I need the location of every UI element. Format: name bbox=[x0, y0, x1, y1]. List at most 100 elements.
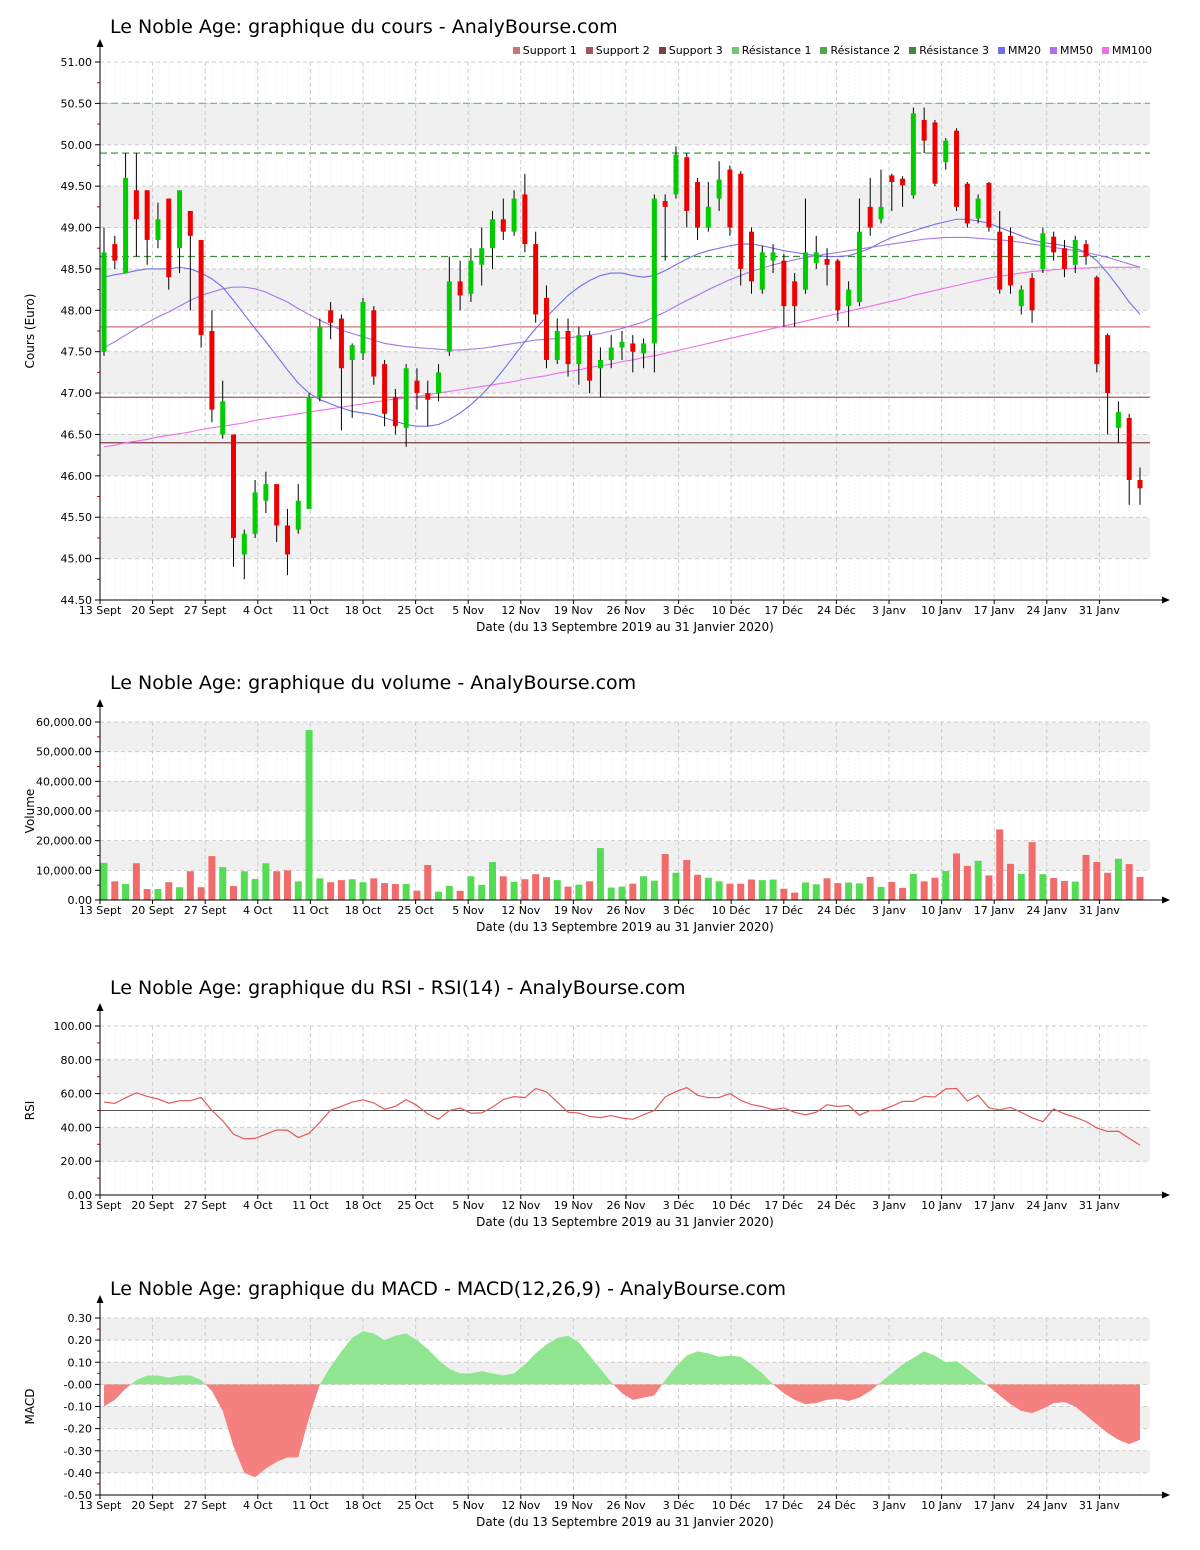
svg-text:44.50: 44.50 bbox=[61, 594, 93, 607]
svg-text:47.50: 47.50 bbox=[61, 346, 93, 359]
svg-text:31 Janv: 31 Janv bbox=[1079, 1199, 1120, 1212]
legend-label: Résistance 2 bbox=[830, 44, 901, 57]
svg-text:Date (du 13 Septembre 2019 au: Date (du 13 Septembre 2019 au 31 Janvier… bbox=[476, 620, 774, 634]
svg-text:17 Janv: 17 Janv bbox=[974, 604, 1015, 617]
svg-text:12 Nov: 12 Nov bbox=[501, 604, 540, 617]
svg-text:17 Janv: 17 Janv bbox=[974, 904, 1015, 917]
svg-text:-0.50: -0.50 bbox=[64, 1489, 92, 1502]
svg-text:-0.00: -0.00 bbox=[64, 1378, 92, 1391]
svg-text:31 Janv: 31 Janv bbox=[1079, 1499, 1120, 1512]
svg-text:50,000.00: 50,000.00 bbox=[36, 746, 92, 759]
svg-text:100.00: 100.00 bbox=[54, 1020, 93, 1033]
svg-text:11 Oct: 11 Oct bbox=[292, 1499, 329, 1512]
svg-text:40,000.00: 40,000.00 bbox=[36, 775, 92, 788]
legend-label: MM100 bbox=[1112, 44, 1152, 57]
svg-text:46.50: 46.50 bbox=[61, 428, 93, 441]
svg-text:5 Nov: 5 Nov bbox=[452, 604, 484, 617]
svg-text:3 Déc: 3 Déc bbox=[663, 1199, 695, 1212]
svg-text:4 Oct: 4 Oct bbox=[243, 904, 273, 917]
svg-text:Date (du 13 Septembre 2019 au: Date (du 13 Septembre 2019 au 31 Janvier… bbox=[476, 920, 774, 934]
svg-text:-0.40: -0.40 bbox=[64, 1467, 92, 1480]
svg-text:49.50: 49.50 bbox=[61, 180, 93, 193]
volume-chart-title: Le Noble Age: graphique du volume - Anal… bbox=[110, 672, 637, 694]
svg-text:24 Déc: 24 Déc bbox=[817, 1499, 856, 1512]
price-chart-legend: Support 1 Support 2 Support 3 Résistance 1 R… bbox=[512, 44, 1152, 57]
svg-text:17 Déc: 17 Déc bbox=[764, 1499, 803, 1512]
svg-text:5 Nov: 5 Nov bbox=[452, 1199, 484, 1212]
rsi-chart-canvas: 0.00 20.00 40.00 60.00 80.00 100.00 13 Sept 20 … bbox=[23, 1003, 1170, 1229]
svg-text:26 Nov: 26 Nov bbox=[607, 604, 646, 617]
legend-item: Résistance 1 bbox=[731, 44, 811, 57]
svg-text:17 Déc: 17 Déc bbox=[764, 904, 803, 917]
macd-chart-panel: Le Noble Age: graphique du MACD - MACD(1… bbox=[0, 1250, 1200, 1550]
svg-text:Cours (Euro): Cours (Euro) bbox=[23, 294, 37, 369]
svg-text:20 Sept: 20 Sept bbox=[131, 604, 174, 617]
svg-text:3 Janv: 3 Janv bbox=[872, 904, 906, 917]
svg-text:45.00: 45.00 bbox=[61, 553, 93, 566]
svg-text:3 Janv: 3 Janv bbox=[872, 1499, 906, 1512]
svg-text:10,000.00: 10,000.00 bbox=[36, 864, 92, 877]
svg-text:10 Déc: 10 Déc bbox=[712, 904, 751, 917]
svg-text:46.00: 46.00 bbox=[61, 470, 93, 483]
svg-text:18 Oct: 18 Oct bbox=[345, 904, 382, 917]
legend-item: MM100 bbox=[1102, 44, 1152, 57]
svg-text:3 Déc: 3 Déc bbox=[663, 1499, 695, 1512]
svg-text:26 Nov: 26 Nov bbox=[607, 1199, 646, 1212]
svg-text:19 Nov: 19 Nov bbox=[554, 1199, 593, 1212]
svg-text:0.10: 0.10 bbox=[68, 1356, 93, 1369]
svg-text:24 Janv: 24 Janv bbox=[1026, 604, 1067, 617]
svg-text:20.00: 20.00 bbox=[61, 1155, 93, 1168]
legend-item: Support 2 bbox=[585, 44, 650, 57]
svg-text:19 Nov: 19 Nov bbox=[554, 1499, 593, 1512]
svg-text:20 Sept: 20 Sept bbox=[131, 1499, 174, 1512]
svg-text:18 Oct: 18 Oct bbox=[345, 1199, 382, 1212]
svg-text:-0.20: -0.20 bbox=[64, 1423, 92, 1436]
svg-text:4 Oct: 4 Oct bbox=[243, 1499, 273, 1512]
svg-text:40.00: 40.00 bbox=[61, 1121, 93, 1134]
svg-text:25 Oct: 25 Oct bbox=[397, 604, 434, 617]
legend-item: Résistance 2 bbox=[820, 44, 900, 57]
svg-text:24 Janv: 24 Janv bbox=[1026, 1199, 1067, 1212]
price-chart-canvas: 44.50 45.00 45.50 46.00 46.50 47.00 47.50 48.00… bbox=[23, 39, 1170, 634]
svg-text:11 Oct: 11 Oct bbox=[292, 904, 329, 917]
svg-text:12 Nov: 12 Nov bbox=[501, 1499, 540, 1512]
svg-text:0.30: 0.30 bbox=[68, 1312, 93, 1325]
svg-text:60,000.00: 60,000.00 bbox=[36, 716, 92, 729]
legend-swatch-icon bbox=[512, 47, 520, 54]
svg-text:11 Oct: 11 Oct bbox=[292, 604, 329, 617]
svg-text:31 Janv: 31 Janv bbox=[1079, 904, 1120, 917]
legend-swatch-icon bbox=[658, 47, 666, 54]
svg-text:25 Oct: 25 Oct bbox=[397, 1499, 434, 1512]
svg-text:Date (du 13 Septembre 2019 au: Date (du 13 Septembre 2019 au 31 Janvier… bbox=[476, 1515, 774, 1529]
svg-text:80.00: 80.00 bbox=[61, 1054, 93, 1067]
svg-text:13 Sept: 13 Sept bbox=[79, 604, 122, 617]
svg-text:0.20: 0.20 bbox=[68, 1334, 93, 1347]
svg-text:18 Oct: 18 Oct bbox=[345, 1499, 382, 1512]
svg-text:27 Sept: 27 Sept bbox=[184, 904, 227, 917]
svg-text:10 Déc: 10 Déc bbox=[712, 604, 751, 617]
legend-label: Support 3 bbox=[668, 44, 723, 57]
rsi-chart-panel: Le Noble Age: graphique du RSI - RSI(14)… bbox=[0, 950, 1200, 1250]
svg-text:17 Janv: 17 Janv bbox=[974, 1199, 1015, 1212]
svg-text:Volume: Volume bbox=[23, 789, 37, 834]
svg-text:27 Sept: 27 Sept bbox=[184, 1199, 227, 1212]
svg-text:50.00: 50.00 bbox=[61, 139, 93, 152]
price-chart-panel: Le Noble Age: graphique du cours - Analy… bbox=[0, 0, 1200, 650]
svg-text:49.00: 49.00 bbox=[61, 222, 93, 235]
svg-text:60.00: 60.00 bbox=[61, 1088, 93, 1101]
svg-text:25 Oct: 25 Oct bbox=[397, 904, 434, 917]
svg-text:-0.10: -0.10 bbox=[64, 1401, 92, 1414]
rsi-chart-title: Le Noble Age: graphique du RSI - RSI(14)… bbox=[110, 977, 686, 999]
svg-text:20,000.00: 20,000.00 bbox=[36, 835, 92, 848]
svg-text:10 Janv: 10 Janv bbox=[921, 904, 962, 917]
svg-text:4 Oct: 4 Oct bbox=[243, 604, 273, 617]
svg-text:24 Déc: 24 Déc bbox=[817, 1199, 856, 1212]
svg-text:13 Sept: 13 Sept bbox=[79, 1199, 122, 1212]
svg-text:50.50: 50.50 bbox=[61, 97, 93, 110]
svg-text:25 Oct: 25 Oct bbox=[397, 1199, 434, 1212]
legend-item: Résistance 3 bbox=[909, 44, 989, 57]
svg-text:4 Oct: 4 Oct bbox=[243, 1199, 273, 1212]
legend-swatch-icon bbox=[1102, 47, 1110, 54]
svg-text:26 Nov: 26 Nov bbox=[607, 904, 646, 917]
svg-text:27 Sept: 27 Sept bbox=[184, 604, 227, 617]
